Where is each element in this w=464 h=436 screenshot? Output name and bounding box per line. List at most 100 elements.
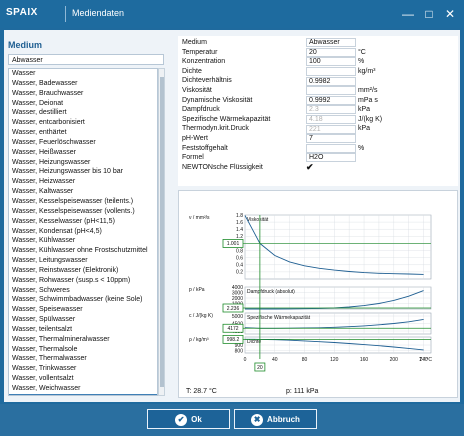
medium-list[interactable]: Wasser Wasser, Badewasser Wasser, Brauchwa… (8, 68, 158, 396)
medium-list-item[interactable]: Wasser, Speisewasser (12, 306, 83, 314)
property-unit: % (358, 58, 365, 66)
property-value-field[interactable]: 221 (306, 124, 356, 134)
property-value-field[interactable] (306, 143, 356, 153)
ok-button[interactable]: ✔ Ok (147, 409, 230, 429)
minimize-icon[interactable]: — (402, 7, 414, 21)
y-tick-label: 4000 (232, 285, 243, 291)
series-line (244, 215, 424, 275)
medium-list-item[interactable]: Wasser, Trinkwasser (12, 365, 77, 373)
property-label: pH-Wert (182, 135, 208, 142)
property-value-field[interactable]: Abwasser (306, 38, 356, 48)
medium-list-item[interactable]: Wasser, Kesselspeisewasser (vollents.) (12, 207, 135, 215)
property-value-field[interactable]: H2O (306, 153, 356, 163)
property-label: Spezifische Wärmekapazität (182, 115, 271, 123)
medium-list-item[interactable]: Wasser, Thermalmineralwasser (12, 335, 110, 343)
medium-list-item[interactable]: Wasser, Thermalsole (12, 345, 78, 353)
medium-list-item[interactable]: Wasser (12, 70, 36, 77)
medium-list-item[interactable]: Wasser, Kaltwasser (12, 188, 74, 196)
property-label: Dampfdruck (182, 106, 220, 114)
medium-list-item[interactable]: Wasser, Feuerlöschwasser (12, 138, 96, 146)
property-label: NEWTONsche Flüssigkeit (182, 163, 263, 171)
medium-list-item[interactable]: Wasser, Thermalwasser (12, 355, 87, 363)
newton-checkbox[interactable]: ✔ (306, 161, 314, 172)
x-tick-label: 200 (390, 357, 399, 363)
property-value-field[interactable]: 4.18 (306, 115, 356, 125)
medium-list-item[interactable]: Wasser, Reinstwasser (Elektronik) (12, 266, 119, 274)
y-axis-label: ν / mm²/s (189, 215, 210, 221)
property-value-field[interactable] (306, 67, 356, 77)
property-label: Temperatur (182, 48, 218, 56)
property-unit: °C (358, 48, 366, 56)
marker-value-label: 1.001 (227, 241, 240, 247)
medium-list-item[interactable]: Wasser, Weichwasser (12, 385, 81, 392)
property-unit: % (358, 144, 365, 152)
close-icon[interactable]: ✕ (444, 7, 456, 21)
y-axis-label: p / kPa (189, 287, 205, 293)
property-value-field[interactable]: 0.9982 (306, 76, 356, 86)
property-label: Dynamische Viskosität (182, 96, 253, 104)
y-axis-label: c / J/(kg K) (189, 313, 213, 319)
ok-label: Ok (191, 415, 202, 424)
medium-list-item[interactable]: Wasser, Heizungswasser bis 10 bar (12, 168, 124, 176)
title-separator (65, 6, 66, 22)
x-tick-label: 0 (244, 357, 247, 363)
medium-list-item[interactable]: Wasser, Heißwasser (12, 148, 76, 156)
property-label: Thermodyn.krit.Druck (182, 125, 249, 133)
medium-list-item[interactable]: Wasser, Heizungswasser (12, 158, 91, 166)
medium-list-item[interactable]: Wasser, destilliert (12, 109, 67, 117)
medium-list-item[interactable]: Wasser, Brauchwasser (12, 89, 84, 97)
y-tick-label: 0.8 (236, 248, 243, 254)
medium-list-item[interactable]: Wasser, Heizwasser (12, 178, 76, 186)
medium-list-item[interactable]: Wasser, teilentsalzt (12, 325, 73, 333)
property-value-field[interactable] (306, 86, 356, 96)
medium-list-item[interactable]: Wasser, Schwimmbadwasser (keine Sole) (12, 296, 143, 304)
marker-value-label: 4172 (227, 326, 238, 332)
y-tick-label: 2000 (232, 296, 243, 302)
marker-value-box (222, 239, 244, 248)
medium-list-item[interactable]: Wasser, Kondensat (pH<4,5) (12, 227, 102, 235)
medium-list-item[interactable]: Wasser, Deionat (12, 99, 64, 107)
medium-list-item[interactable]: Wasser, enthärtet (12, 129, 67, 137)
medium-list-item[interactable]: Wasser, Kühlwasser ohne Frostschutzmitte… (12, 247, 148, 255)
medium-list-scrollbar[interactable] (158, 68, 165, 396)
medium-list-item[interactable]: Wasser, Leitungswasser (12, 257, 88, 265)
property-value-field[interactable]: 2.3 (306, 105, 356, 115)
y-tick-label: 0.4 (236, 263, 243, 269)
marker-value-box (222, 303, 244, 313)
status-pressure: p: 111 kPa (286, 388, 319, 395)
x-icon: ✖ (251, 413, 264, 426)
maximize-icon[interactable]: □ (425, 7, 433, 21)
y-tick-label: 800 (235, 349, 244, 355)
property-value-field[interactable]: 20 (306, 47, 356, 57)
medium-list-item[interactable]: Wasser, Schweres (12, 286, 70, 294)
medium-list-item[interactable]: Wasser, Kühlwasser (12, 237, 76, 245)
cancel-button[interactable]: ✖ Abbruch (234, 409, 317, 429)
medium-list-item[interactable]: Wasser, entcarbonisiert (12, 119, 85, 127)
y-tick-label: 0.6 (236, 255, 243, 261)
medium-list-item[interactable]: Wasser, vollentsalzt (12, 375, 74, 383)
marker-value-box (222, 334, 244, 344)
marker-value-box (222, 323, 244, 333)
medium-list-item[interactable]: Wasser, Spülwasser (12, 316, 76, 324)
property-unit: kPa (358, 125, 371, 133)
medium-list-item[interactable]: Wasser, Badewasser (12, 79, 78, 87)
medium-list-item[interactable]: Wasser, Rohwasser (susp.s < 10ppm) (12, 276, 131, 284)
x-tick-label: 120 (330, 357, 339, 363)
medium-search-input[interactable]: Abwasser (8, 54, 164, 65)
medium-list-item[interactable]: Abwasser (9, 393, 157, 395)
medium-list-item[interactable]: Wasser, Kesselspeisewasser (teilents.) (12, 197, 134, 205)
panel-title: Spezifische Wärmekapazität (247, 315, 311, 321)
scrollbar-thumb[interactable] (160, 77, 164, 387)
property-value-field[interactable]: 100 (306, 57, 356, 67)
status-temperature: T: 28.7 °C (186, 388, 217, 395)
panel-title: Dichte (247, 339, 261, 345)
property-value-field[interactable]: 0.9992 (306, 95, 356, 105)
y-tick-label: 1.2 (236, 234, 243, 240)
x-tick-label: 240 (419, 357, 428, 363)
chart-panel-frame (244, 214, 432, 280)
spaix-logo: SPAIX (6, 7, 38, 18)
property-value-field[interactable]: 7 (306, 134, 356, 144)
medium-list-item[interactable]: Wasser, Kesselwasser (pH<11,5) (12, 217, 115, 225)
cancel-label: Abbruch (267, 415, 300, 424)
